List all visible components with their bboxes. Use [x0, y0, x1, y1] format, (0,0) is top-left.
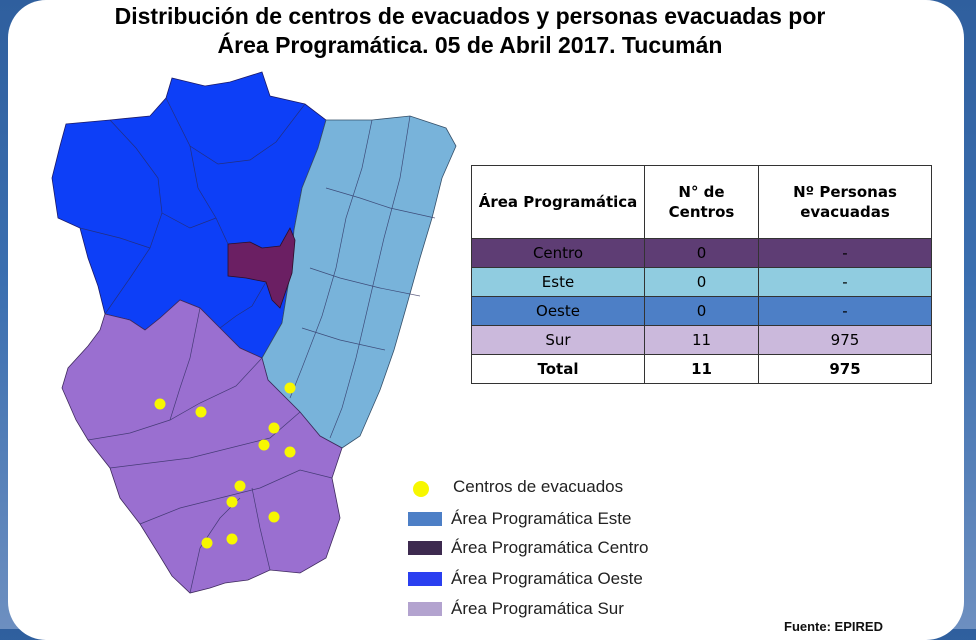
table-row: Este 0 -: [471, 267, 932, 297]
cell-centros: 0: [644, 296, 759, 326]
evacuation-center-dot: [195, 406, 207, 418]
cell-centros: 0: [644, 238, 759, 268]
title-line-2: Área Programática. 05 de Abril 2017. Tuc…: [217, 32, 723, 58]
evacuation-centers: [154, 382, 296, 549]
cell-total-label: Total: [471, 354, 645, 384]
evacuation-center-dot: [226, 533, 238, 545]
evacuation-center-dot: [226, 496, 238, 508]
legend-swatch-sur: [408, 602, 442, 616]
header-centros: N° de Centros: [644, 165, 759, 239]
legend-swatch-oeste: [408, 572, 442, 586]
cell-area: Centro: [471, 238, 645, 268]
cell-personas: -: [758, 296, 932, 326]
slide-title: Distribución de centros de evacuados y p…: [30, 2, 910, 60]
cell-area: Sur: [471, 325, 645, 355]
table-row: Centro 0 -: [471, 238, 932, 268]
header-personas: Nº Personas evacuadas: [758, 165, 932, 239]
tucuman-area-map: [51, 71, 457, 594]
cell-total-centros: 11: [644, 354, 759, 384]
table-row: Sur 11 975: [471, 325, 932, 355]
evacuation-center-dot: [284, 446, 296, 458]
region-centro: [227, 227, 296, 309]
evacuation-table: Área Programática N° de Centros Nº Perso…: [471, 165, 932, 384]
table-row: Oeste 0 -: [471, 296, 932, 326]
evacuation-center-dot: [201, 537, 213, 549]
title-line-1: Distribución de centros de evacuados y p…: [114, 3, 826, 29]
cell-centros: 0: [644, 267, 759, 297]
table-total-row: Total 11 975: [471, 354, 932, 384]
evacuation-center-dot: [268, 511, 280, 523]
cell-personas: 975: [758, 325, 932, 355]
evacuation-center-dot: [258, 439, 270, 451]
internal-boundaries: [79, 97, 436, 594]
legend-swatch-este: [408, 512, 442, 526]
cell-personas: -: [758, 267, 932, 297]
evacuation-center-dot: [234, 480, 246, 492]
cell-personas: -: [758, 238, 932, 268]
evacuation-center-dot: [268, 422, 280, 434]
cell-area: Oeste: [471, 296, 645, 326]
table-header-row: Área Programática N° de Centros Nº Perso…: [471, 165, 932, 239]
cell-total-personas: 975: [758, 354, 932, 384]
source-note: Fuente: EPIRED: [784, 619, 883, 634]
cell-area: Este: [471, 267, 645, 297]
evacuation-center-dot: [154, 398, 166, 410]
evacuation-center-dot: [284, 382, 296, 394]
cell-centros: 11: [644, 325, 759, 355]
header-area: Área Programática: [471, 165, 645, 239]
yellow-dot-icon: [413, 481, 429, 497]
legend-swatch-centro: [408, 541, 442, 555]
